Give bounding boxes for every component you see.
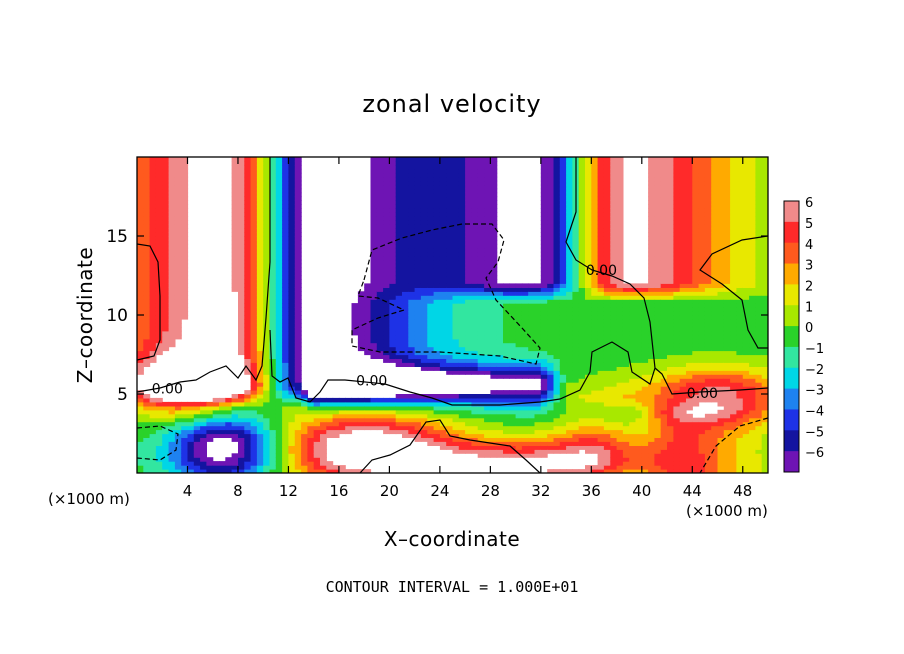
x-tick-label: 8 — [233, 482, 243, 500]
contour-label: 0.00 — [687, 386, 718, 402]
colorbar-swatch — [784, 305, 799, 327]
contour-label: 0.00 — [356, 373, 387, 389]
colorbar-label: −1 — [805, 342, 824, 357]
x-tick-label: 16 — [329, 482, 348, 500]
colorbar-label: 3 — [805, 259, 813, 274]
contour-label: 0.00 — [586, 263, 617, 279]
y-tick-label: 5 — [117, 385, 128, 405]
colorbar-label: −5 — [805, 425, 824, 440]
positive-contour-left — [137, 243, 161, 361]
colorbar-swatch — [784, 451, 799, 473]
zero-contour-main — [137, 157, 768, 406]
plot-field: 0.00 0.00 0.00 0.00 — [137, 157, 768, 473]
colorbar-label: 1 — [805, 300, 813, 315]
x-unit-left: (×1000 m) — [48, 490, 130, 508]
y-tick-label: 10 — [106, 306, 128, 326]
x-tick-label: 32 — [531, 482, 550, 500]
colorbar-frame — [783, 200, 800, 473]
colorbar-label: −4 — [805, 405, 824, 420]
colorbar-swatch — [784, 409, 799, 431]
x-tick-label: 44 — [683, 482, 702, 500]
colorbar-swatch — [784, 346, 799, 369]
y-axis-label: Z–coordinate — [73, 247, 97, 383]
colorbar-swatch — [784, 201, 799, 223]
x-tick-label: 4 — [183, 482, 193, 500]
colorbar-swatch — [784, 284, 799, 306]
colorbar-label: −2 — [805, 363, 824, 378]
colorbar-swatch — [784, 388, 799, 410]
colorbar-label: −6 — [805, 446, 824, 461]
x-tick-label: 48 — [733, 482, 752, 500]
colorbar-label: 0 — [805, 321, 813, 336]
x-tick-label: 12 — [279, 482, 298, 500]
colorbar-label: 6 — [805, 196, 813, 211]
chart-title: zonal velocity — [362, 90, 541, 118]
x-tick-label: 40 — [632, 482, 651, 500]
x-tick-label: 28 — [481, 482, 500, 500]
x-tick-label: 24 — [430, 482, 449, 500]
negative-contour-lower-right — [699, 417, 768, 473]
x-tick-label: 36 — [582, 482, 601, 500]
colorbar-swatch — [784, 263, 799, 285]
x-axis-label: X–coordinate — [384, 527, 520, 551]
contour-label: 0.00 — [152, 381, 183, 397]
x-tick-label: 20 — [380, 482, 399, 500]
negative-contour-upper — [351, 223, 541, 365]
colorbar: 6 5 4 3 2 1 0 −1 −2 −3 −4 −5 −6 — [783, 196, 824, 473]
colorbar-swatch — [784, 242, 799, 265]
colorbar-label: −3 — [805, 384, 824, 399]
colorbar-swatch — [784, 430, 799, 452]
x-unit-right: (×1000 m) — [686, 502, 768, 520]
colorbar-label: 4 — [805, 238, 813, 253]
colorbar-swatch — [784, 326, 799, 348]
contour-interval-footer: CONTOUR INTERVAL = 1.000E+01 — [326, 578, 579, 596]
colorbar-label: 5 — [805, 217, 813, 232]
positive-contour-right — [699, 235, 768, 349]
colorbar-label: 2 — [805, 280, 813, 295]
negative-contour-lower-left — [137, 425, 179, 461]
colorbar-swatch — [784, 221, 799, 244]
y-tick-label: 15 — [106, 227, 128, 247]
colorbar-swatch — [784, 367, 799, 390]
positive-contour-lower — [359, 419, 541, 473]
